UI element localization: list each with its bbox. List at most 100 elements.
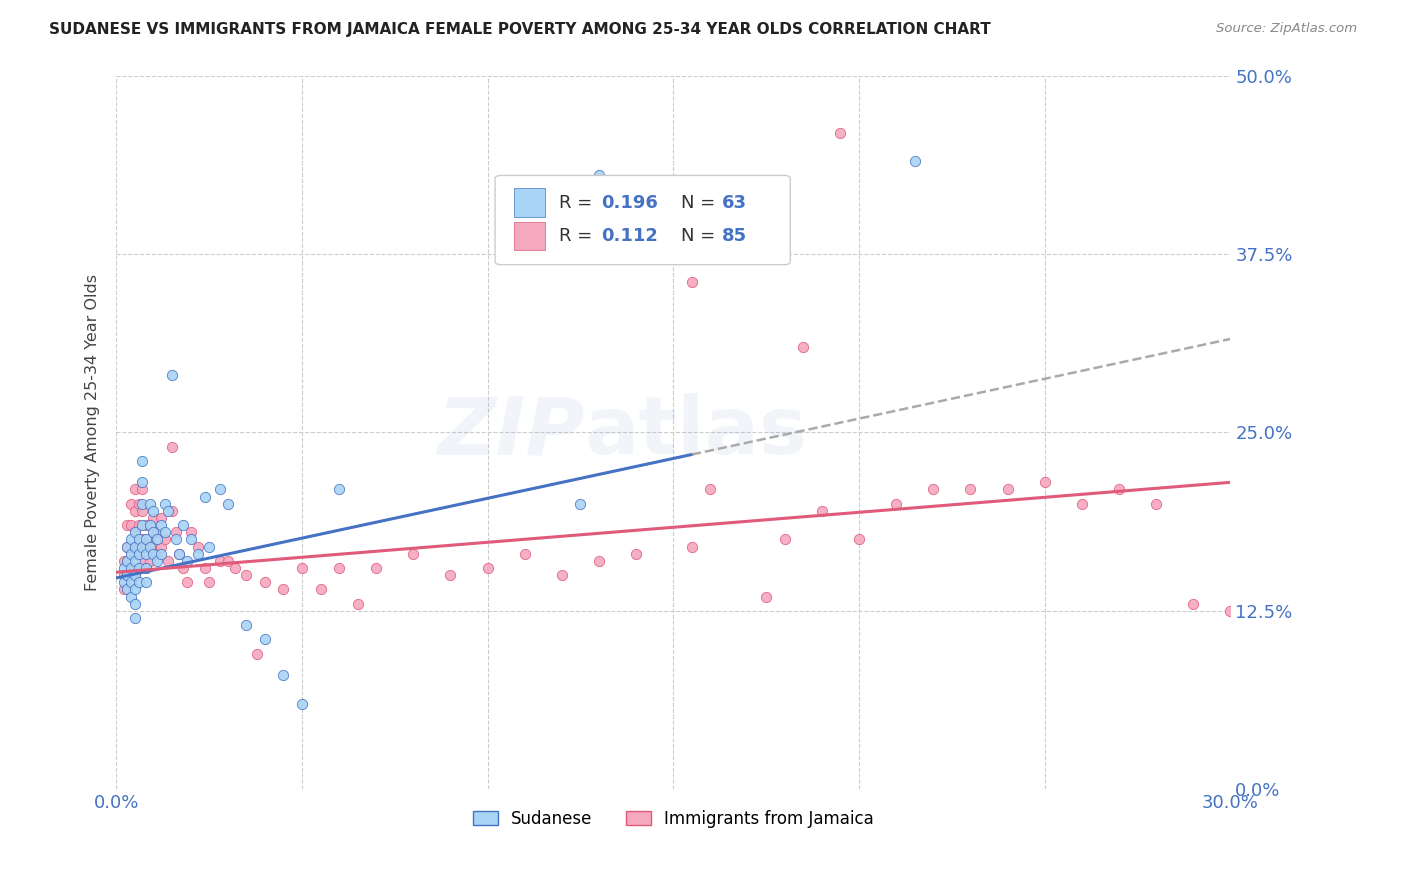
- Point: [120, 497, 142, 511]
- Point: [112, 554, 135, 568]
- Point: [153, 497, 176, 511]
- Point: [146, 533, 169, 547]
- Point: [146, 554, 169, 568]
- Point: [792, 340, 814, 354]
- Point: [120, 547, 142, 561]
- Point: [681, 540, 703, 554]
- Point: [153, 525, 176, 540]
- Point: [124, 582, 146, 597]
- Point: [142, 547, 165, 561]
- Point: [138, 540, 160, 554]
- Point: [135, 547, 157, 561]
- Point: [176, 554, 198, 568]
- Point: [1182, 597, 1205, 611]
- Point: [124, 540, 146, 554]
- Point: [124, 568, 146, 582]
- Point: [149, 511, 172, 525]
- Point: [180, 525, 202, 540]
- Point: [135, 518, 157, 533]
- Point: [755, 590, 778, 604]
- Point: [253, 575, 276, 590]
- Point: [149, 518, 172, 533]
- Point: [120, 561, 142, 575]
- Point: [131, 504, 153, 518]
- Point: [117, 554, 139, 568]
- Point: [169, 547, 191, 561]
- Point: [135, 575, 157, 590]
- Point: [217, 554, 239, 568]
- Point: [180, 533, 202, 547]
- Point: [273, 668, 295, 682]
- Point: [120, 561, 142, 575]
- Point: [131, 518, 153, 533]
- Point: [309, 582, 332, 597]
- Point: [142, 525, 165, 540]
- Text: 63: 63: [723, 194, 748, 211]
- Point: [135, 533, 157, 547]
- Point: [477, 561, 499, 575]
- Point: [112, 575, 135, 590]
- Point: [959, 483, 981, 497]
- Point: [624, 547, 647, 561]
- Point: [773, 533, 796, 547]
- Point: [112, 561, 135, 575]
- Point: [366, 561, 388, 575]
- Point: [120, 540, 142, 554]
- Point: [160, 504, 183, 518]
- Point: [884, 497, 907, 511]
- Point: [138, 518, 160, 533]
- Text: N =: N =: [681, 227, 721, 245]
- Point: [160, 368, 183, 383]
- Point: [142, 504, 165, 518]
- Point: [135, 561, 157, 575]
- Point: [194, 561, 217, 575]
- Point: [128, 518, 150, 533]
- Point: [157, 504, 180, 518]
- Point: [149, 540, 172, 554]
- Point: [117, 568, 139, 582]
- Point: [253, 632, 276, 647]
- Point: [128, 575, 150, 590]
- Point: [124, 568, 146, 582]
- Point: [131, 483, 153, 497]
- Point: [131, 497, 153, 511]
- Point: [131, 454, 153, 468]
- Point: [904, 154, 927, 169]
- Point: [187, 547, 209, 561]
- Point: [291, 697, 314, 711]
- Point: [131, 475, 153, 490]
- Point: [120, 575, 142, 590]
- Text: 0.196: 0.196: [600, 194, 658, 211]
- Text: N =: N =: [681, 194, 721, 211]
- Point: [120, 590, 142, 604]
- Point: [198, 575, 221, 590]
- Point: [117, 568, 139, 582]
- Point: [128, 540, 150, 554]
- Point: [131, 540, 153, 554]
- Point: [169, 547, 191, 561]
- Point: [402, 547, 425, 561]
- Text: atlas: atlas: [583, 393, 807, 471]
- Point: [187, 540, 209, 554]
- Point: [513, 547, 536, 561]
- FancyBboxPatch shape: [515, 188, 546, 217]
- Point: [124, 611, 146, 625]
- Point: [681, 276, 703, 290]
- Point: [551, 568, 574, 582]
- Point: [120, 518, 142, 533]
- Point: [291, 561, 314, 575]
- Point: [120, 533, 142, 547]
- Point: [699, 483, 721, 497]
- Point: [273, 582, 295, 597]
- Point: [124, 554, 146, 568]
- Point: [1144, 497, 1167, 511]
- Point: [569, 497, 592, 511]
- Point: [176, 575, 198, 590]
- FancyBboxPatch shape: [495, 176, 790, 265]
- Point: [165, 533, 187, 547]
- Point: [588, 169, 610, 183]
- Point: [830, 126, 852, 140]
- Point: [848, 533, 870, 547]
- Point: [811, 504, 834, 518]
- Point: [1219, 604, 1241, 618]
